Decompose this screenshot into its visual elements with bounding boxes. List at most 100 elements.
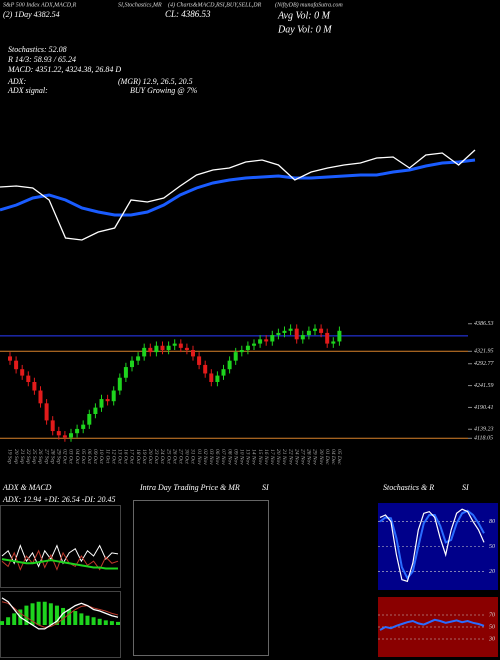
price-line (0, 149, 476, 241)
candle-body (221, 369, 226, 376)
date-label: 20 Nov (275, 449, 281, 465)
date-label: 14 Nov (251, 449, 258, 465)
stoch-k-line (379, 508, 485, 583)
header-text: SI,Stochastics,MR (118, 2, 162, 8)
y-tick-label: 4386.53 (474, 320, 494, 327)
panel-title: Intra Day Trading Price & MR (139, 483, 240, 492)
candle-body (136, 356, 141, 361)
macd-bar (12, 613, 17, 625)
date-label: 18 Oct (135, 449, 141, 464)
candle-body (252, 343, 256, 346)
date-label: 01 Nov (196, 449, 202, 465)
date-label: 13 Oct (117, 449, 123, 464)
candle-body (32, 382, 37, 391)
candle-body (160, 345, 165, 350)
date-label: 22 Sep (25, 449, 31, 464)
candle-body (172, 343, 177, 346)
date-label: 19 Oct (141, 449, 147, 464)
candle-body (8, 356, 12, 361)
macd-bar (36, 601, 41, 625)
macd-bar (79, 613, 84, 625)
plus-di-line (1, 544, 119, 568)
candle-body (337, 330, 342, 342)
y-tick-label: 4139.23 (474, 426, 494, 433)
candle-body (294, 328, 299, 340)
date-label: 06 Nov (214, 449, 220, 465)
macd-bar (6, 617, 11, 625)
date-label: 17 Oct (129, 449, 135, 464)
macd-bar (103, 620, 108, 625)
date-label: 08 Nov (226, 449, 232, 465)
candle-body (75, 428, 80, 434)
date-label: 28 Nov (306, 449, 312, 465)
candle-body (117, 377, 122, 391)
macd-bar (54, 605, 59, 625)
candle-body (154, 345, 159, 353)
candle-body (142, 347, 147, 357)
date-label: 27 Nov (300, 449, 306, 465)
candle-body (87, 414, 92, 425)
macd-bar (0, 621, 4, 625)
header-text: MACD: 4351.22, 4324.38, 26.84 D (7, 65, 121, 74)
candle-body (270, 335, 275, 342)
candle-body (148, 347, 153, 353)
signal-line (1, 601, 119, 628)
y-tick-label: 4321.95 (474, 348, 494, 355)
candle-body (313, 328, 317, 331)
candle-body (325, 332, 330, 344)
candle-body (215, 375, 220, 382)
macd-bar (91, 617, 96, 625)
date-label: 24 Nov (293, 449, 300, 465)
panel-title: SI (262, 483, 269, 492)
date-label: 01 Dec (324, 449, 330, 465)
panel-title: SI (462, 483, 469, 492)
adx-panel (0, 505, 121, 588)
y-tick-label: 4292.77 (474, 360, 495, 367)
candle-body (93, 407, 98, 414)
header-text: Day Vol: 0 M (277, 24, 332, 35)
candle-body (306, 330, 311, 336)
date-label: 05 Dec (336, 449, 342, 465)
macd-bar (116, 621, 120, 625)
candle-body (178, 343, 183, 348)
macd-line (1, 597, 119, 630)
header-text: R 14/3: 58.93 / 65.24 (7, 55, 76, 64)
candle-body (166, 345, 171, 350)
date-label: 02 Oct (62, 449, 68, 464)
intraday-panel (133, 500, 269, 656)
candle-body (276, 332, 281, 336)
date-label: 16 Nov (263, 449, 269, 465)
date-label: 03 Nov (208, 449, 214, 465)
date-label: 26 Oct (171, 449, 177, 464)
date-label: 31 Oct (190, 448, 196, 464)
date-label: 25 Sep (31, 449, 37, 464)
macd-bar (73, 611, 78, 625)
candle-body (105, 399, 110, 402)
candle-body (239, 350, 244, 353)
candle-body (38, 390, 43, 404)
header-text: Avg Vol: 0 M (277, 10, 331, 21)
header-text: ADX signal: (7, 86, 48, 95)
y-tick-label: 20 (489, 569, 495, 575)
macd-bar (109, 621, 114, 625)
date-label: 19 Sep (7, 449, 13, 464)
panel-title: Stochastics & R (383, 483, 434, 492)
header-text: ADX: (7, 77, 27, 86)
macd-bar (97, 618, 102, 625)
candle-body (130, 360, 134, 368)
date-label: 09 Nov (232, 449, 238, 465)
date-label: 10 Oct (98, 449, 104, 464)
date-label: 27 Oct (178, 449, 184, 464)
date-label: 05 Oct (80, 449, 86, 464)
macd-bar (61, 607, 66, 625)
candle-body (203, 364, 208, 374)
date-label: 20 Oct (147, 449, 153, 464)
candle-body (99, 399, 104, 408)
candle-body (81, 424, 86, 429)
candle-body (20, 369, 25, 376)
candle-body (288, 328, 293, 331)
header-text: S&P 500 Index ADX,MACD,R (3, 2, 77, 8)
date-label: 04 Dec (330, 449, 337, 465)
candle-body (44, 403, 49, 421)
